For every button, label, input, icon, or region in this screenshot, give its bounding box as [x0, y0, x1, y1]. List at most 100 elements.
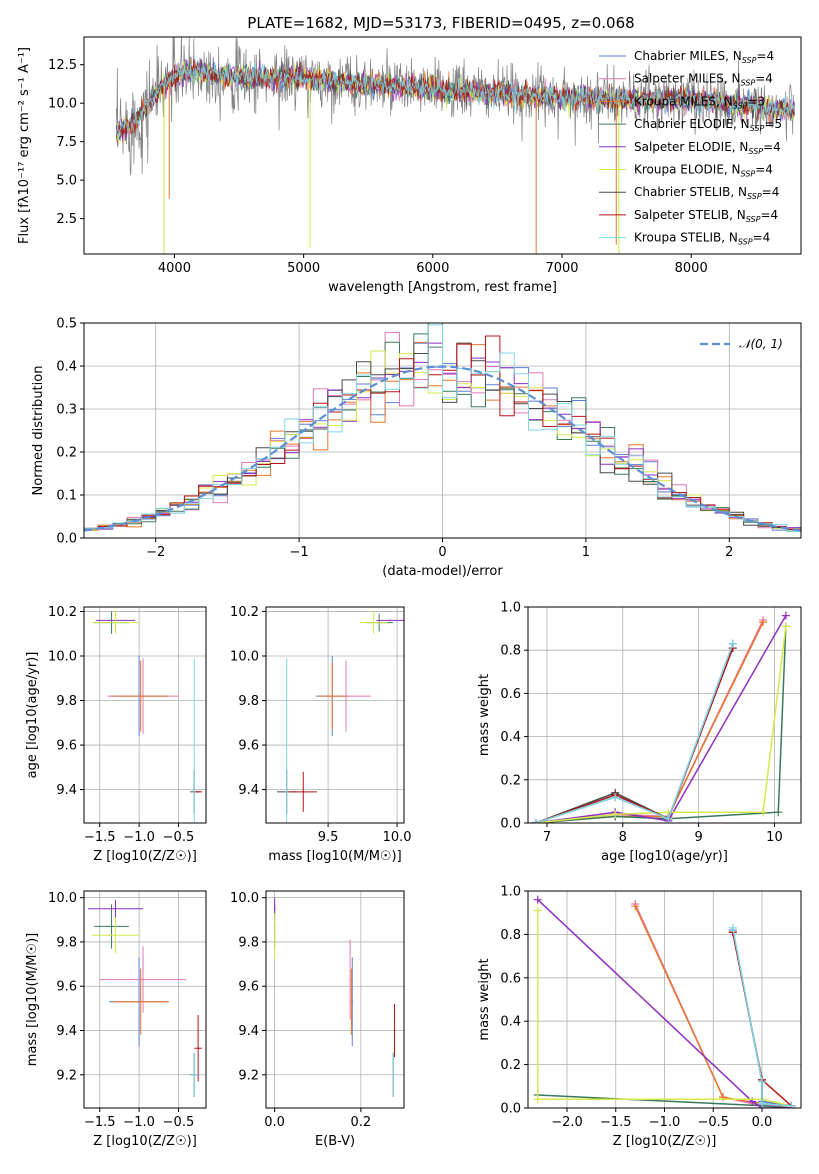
point-kroupa-stelib: [193, 791, 195, 793]
x-tick-label: 7: [543, 830, 551, 845]
panel-spectrum: 4000 5000 6000 7000 8000 2.5 5.0 7.5 10.0 12.5 wav…: [17, 36, 802, 295]
x-tick-label: −1: [290, 545, 309, 560]
y-tick-label: 0.1: [56, 489, 77, 504]
weight-line-kroupa-elodie: [535, 626, 787, 823]
y-tick-label: 10.0: [48, 649, 77, 664]
weight-marker-kroupa-stelib: [531, 819, 540, 823]
x-tick-label: −1.5: [84, 1115, 116, 1130]
y-tick-label: 9.6: [238, 980, 259, 995]
x-axis-label: (data-model)/error: [382, 564, 503, 579]
weight-line-kroupa-stelib: [535, 643, 734, 823]
model-spectrum-kroupa-stelib: [115, 62, 795, 140]
axes-frame: [265, 890, 405, 1109]
x-tick-label: 0.2: [351, 1115, 372, 1130]
x-tick-label: −0.5: [163, 830, 195, 845]
legend-label: Salpeter MILES, NSSP=4: [634, 72, 773, 88]
point-salpeter-elodie: [389, 619, 392, 622]
y-tick-label: 9.8: [56, 935, 77, 950]
y-tick-label: 0.0: [500, 1102, 521, 1117]
x-tick-label: 9.5: [318, 830, 339, 845]
x-tick-label: −1.0: [123, 1115, 155, 1130]
x-axis-label: mass [log10(M/M☉)]: [268, 849, 401, 864]
weight-marker-kroupa-stelib: [787, 1101, 796, 1108]
x-tick-label: −2: [146, 545, 165, 560]
plot-area: [91, 611, 203, 823]
weight-line-chabrier-miles: [535, 643, 734, 823]
panel-mass-weight-age: 7 8 9 10 0.0 0.2 0.4 0.6 0.8 1.0 age [log10(age/yr…: [477, 601, 802, 864]
x-tick-label: 10: [766, 830, 783, 845]
point-salpeter-stelib: [197, 1047, 199, 1050]
point-kroupa-stelib: [392, 1073, 395, 1076]
residual-histogram-kroupa-stelib: [84, 324, 801, 533]
legend-label: Chabrier STELIB, NSSP=4: [634, 185, 779, 201]
x-axis-label: age [log10(age/yr)]: [601, 849, 728, 864]
y-tick-label: 0.4: [500, 730, 521, 745]
y-tick-label: 0.6: [500, 971, 521, 986]
x-tick-label: 8: [619, 830, 627, 845]
y-tick-label: 0.5: [56, 317, 77, 332]
point-kroupa-miles: [139, 695, 142, 697]
y-tick-label: 10.2: [230, 605, 259, 620]
y-tick-label: 9.8: [238, 694, 259, 709]
y-tick-label: 0.4: [500, 1015, 521, 1030]
weight-marker-kroupa-stelib: [664, 814, 673, 823]
weight-line-kroupa-stelib: [732, 927, 792, 1107]
weight-line-chabrier-elodie: [535, 626, 787, 823]
x-tick-label: 7000: [545, 261, 578, 276]
point-salpeter-miles: [142, 978, 144, 981]
point-chabrier-elodie: [110, 925, 113, 928]
point-salpeter-stelib: [302, 791, 305, 793]
weight-line-kroupa-elodie: [537, 910, 792, 1107]
legend-label: Chabrier MILES, NSSP=4: [634, 49, 774, 65]
weight-line-chabrier-stelib: [535, 647, 734, 823]
y-axis-label: age [log10(age/yr)]: [25, 652, 40, 779]
y-tick-label: 5.0: [56, 174, 77, 189]
panel-age-mass: 9.5 10.0 9.4 9.6 9.8 10.0 10.2 mass [log10(M/M☉…: [230, 605, 412, 864]
axes-frame: [527, 606, 802, 824]
y-tick-label: 10.0: [230, 891, 259, 906]
point-salpeter-stelib: [393, 1029, 396, 1032]
x-tick-label: −1.0: [123, 830, 155, 845]
y-tick-label: 9.8: [56, 694, 77, 709]
point-kroupa-elodie: [273, 934, 276, 937]
plot-area: [87, 899, 203, 1097]
y-tick-label: 9.2: [56, 1068, 77, 1083]
y-tick-label: 9.4: [56, 1024, 77, 1039]
x-axis-label: Z [log10(Z/Z☉)]: [613, 1134, 717, 1149]
weight-line-salpeter-elodie: [537, 899, 792, 1108]
panels: 4000 5000 6000 7000 80002.55.07.510.012.5wav…: [17, 36, 802, 1149]
y-axis-label: Flux [fλ10⁻¹⁷ erg cm⁻² s⁻¹ A⁻¹]: [17, 47, 32, 244]
y-tick-label: 2.5: [56, 212, 77, 227]
weight-marker-kroupa-elodie: [533, 906, 542, 915]
axes-frame: [527, 890, 802, 1109]
x-tick-label: −1.5: [600, 1115, 632, 1130]
weight-marker-kroupa-stelib: [728, 923, 737, 932]
y-tick-label: 7.5: [56, 135, 77, 150]
x-axis-label: Z [log10(Z/Z☉)]: [93, 849, 197, 864]
x-tick-label: 10.0: [383, 830, 412, 845]
y-tick-label: 0.2: [500, 773, 521, 788]
point-kroupa-stelib: [285, 791, 288, 793]
weight-marker-kroupa-elodie: [759, 808, 768, 817]
panel-mass-EBV: 0.0 0.2 9.2 9.4 9.6 9.8 10.0 E(B-V): [230, 890, 405, 1149]
y-tick-label: 0.4: [56, 360, 77, 375]
x-tick-label: 0.0: [264, 1115, 285, 1130]
y-tick-label: 9.8: [238, 935, 259, 950]
x-tick-label: 6000: [416, 261, 449, 276]
weight-marker-kroupa-elodie: [533, 1095, 542, 1104]
plot-area: [84, 323, 801, 534]
axes-frame: [83, 36, 802, 255]
x-tick-label: 4000: [158, 261, 191, 276]
point-salpeter-elodie: [114, 907, 117, 910]
axes-frame: [265, 606, 405, 824]
weight-marker-salpeter-elodie: [781, 611, 790, 620]
x-tick-label: −2.0: [551, 1115, 583, 1130]
y-axis-label: mass [log10(M/M☉)]: [25, 933, 40, 1066]
figure-title: PLATE=1682, MJD=53173, FIBERID=0495, z=0…: [247, 14, 634, 32]
panel-mass-weight-Z: −2.0 −1.5 −1.0 −0.5 0.0 0.0 0.2 0.4 0.6 0.8 1.0 Z […: [477, 885, 802, 1149]
weight-marker-kroupa-stelib: [758, 1099, 766, 1108]
weight-marker-kroupa-miles: [631, 902, 640, 911]
y-tick-label: 9.6: [238, 739, 259, 754]
weight-marker-kroupa-stelib: [611, 793, 620, 802]
